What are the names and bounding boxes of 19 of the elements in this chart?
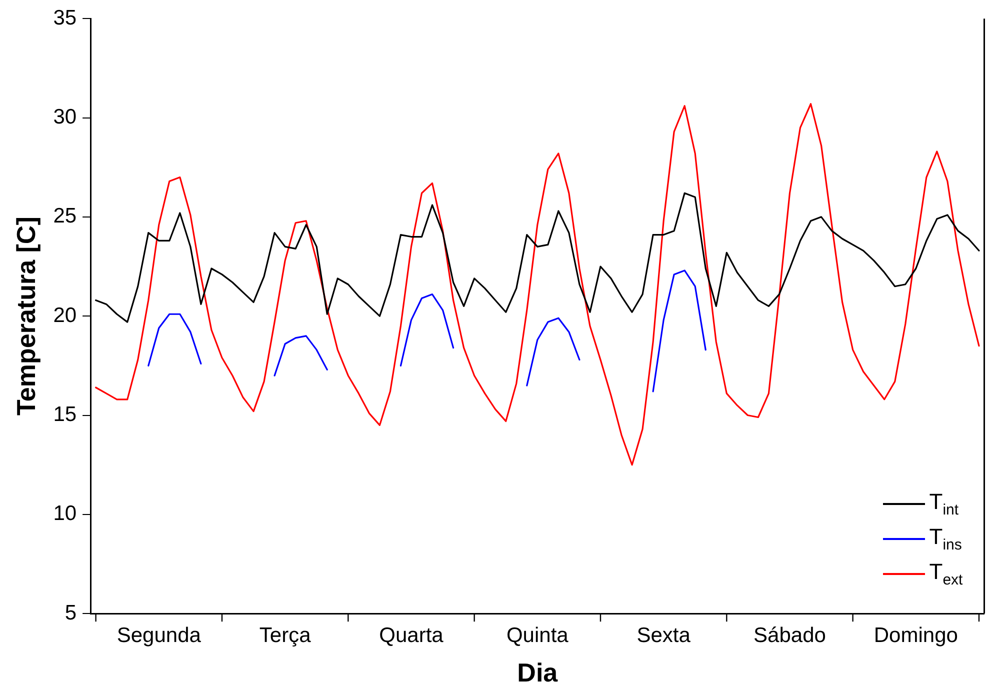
y-tick-label: 35 (53, 6, 77, 30)
y-axis-title: Temperatura [C] (10, 216, 41, 416)
x-tick-label: Domingo (874, 624, 958, 647)
y-tick-label: 10 (53, 502, 77, 526)
y-tick-label: 25 (53, 204, 77, 228)
y-tick-label: 20 (53, 304, 77, 327)
x-axis-title: Dia (517, 658, 558, 688)
y-tick-label: 30 (53, 106, 77, 129)
x-tick-label: Sábado (754, 624, 826, 647)
legend-label: T$_{ext}$ (929, 559, 963, 589)
x-tick-label: Terça (259, 624, 312, 647)
x-tick-label: Sexta (636, 624, 691, 647)
legend-label: T$_{int}$ (929, 489, 959, 519)
x-tick-label: Quarta (379, 624, 444, 647)
legend-label: T$_{ins}$ (929, 524, 962, 554)
y-tick-label: 5 (64, 601, 77, 624)
x-tick-label: Segunda (116, 624, 202, 647)
x-tick-label: Quinta (506, 624, 569, 647)
y-tick-label: 15 (53, 403, 77, 426)
